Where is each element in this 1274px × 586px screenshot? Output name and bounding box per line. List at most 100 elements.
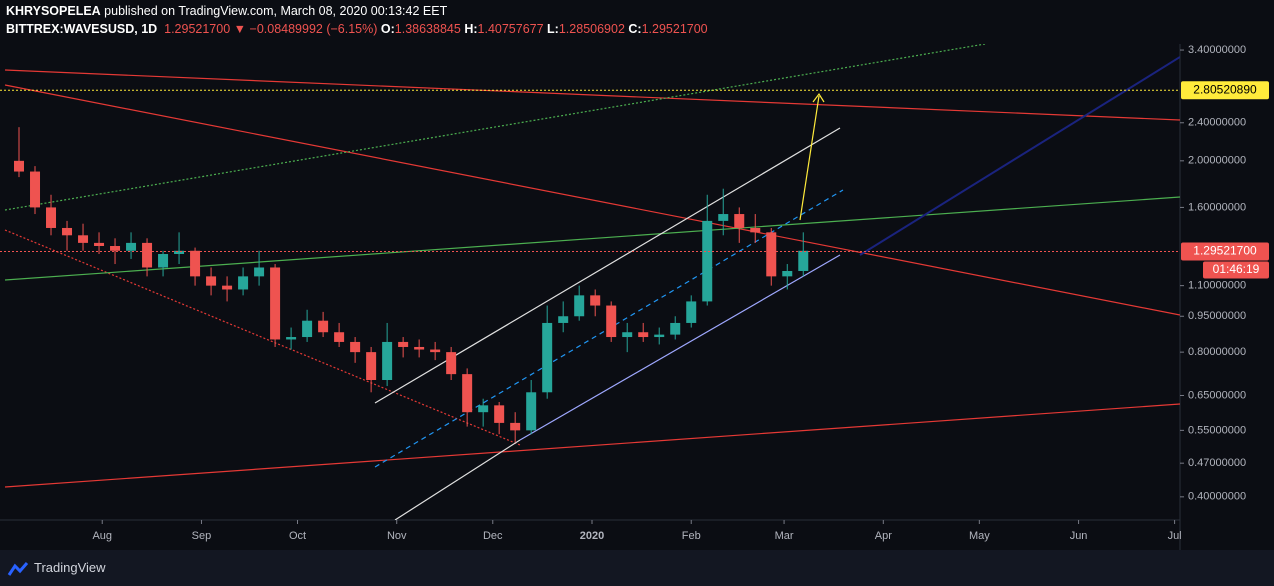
x-tick-label: Jun	[1070, 530, 1088, 542]
trendline	[4, 403, 1180, 488]
published: published on TradingView.com, March 08, …	[100, 4, 448, 18]
ohlc-label: L:	[547, 22, 559, 36]
ohlc-value: 1.38638845	[394, 22, 461, 36]
candle-body	[718, 214, 729, 221]
candle-body	[494, 405, 505, 423]
y-tick-label: 0.47000000	[1188, 457, 1246, 469]
candle-body	[222, 285, 233, 290]
countdown-box	[1203, 261, 1269, 279]
channel-lower	[519, 254, 841, 441]
x-tick-label: Mar	[775, 530, 794, 542]
candle-body	[382, 341, 393, 381]
candle-body	[510, 422, 521, 431]
y-tick-label: 0.80000000	[1188, 346, 1246, 358]
candle-body	[46, 207, 57, 228]
chart: 3.40000000 2.40000000 2.00000000 1.60000000…	[0, 44, 1269, 550]
last-price: 1.29521700	[164, 22, 231, 36]
arrow-head	[812, 92, 825, 103]
trendline	[4, 44, 986, 211]
candle-body	[286, 337, 297, 340]
candle-body	[190, 250, 201, 277]
candle-body	[542, 322, 553, 393]
logo	[7, 562, 29, 576]
countdown: 01:46:19	[1213, 262, 1260, 276]
trendline	[4, 196, 1180, 281]
price-label-box	[1181, 242, 1269, 261]
candle-body	[206, 276, 217, 286]
x-tick-label: Oct	[289, 530, 306, 542]
candle-body	[654, 334, 665, 338]
ohlc-label: O:	[380, 22, 395, 36]
candle-body	[670, 322, 681, 335]
change: −0.08489992 (−6.15%)	[249, 22, 378, 36]
candle-body	[798, 250, 809, 271]
candle-body	[638, 332, 649, 338]
price-label-box	[1181, 81, 1269, 100]
candle-body	[126, 242, 137, 251]
candle-body	[462, 374, 473, 413]
candle-body	[14, 160, 25, 172]
symbol: BITTREX:WAVESUSD, 1D	[6, 22, 158, 36]
candle-body	[622, 332, 633, 338]
candle-body	[142, 242, 153, 268]
channel-lower	[394, 439, 521, 520]
candle-body	[174, 250, 185, 255]
candle-body	[238, 276, 249, 290]
y-tick-label: 1.60000000	[1188, 201, 1246, 213]
y-tick-label: 2.00000000	[1188, 155, 1246, 167]
y-tick-label: 1.10000000	[1188, 280, 1246, 292]
candle-body	[110, 246, 121, 251]
candle-body	[414, 346, 425, 350]
x-tick-label: Jul	[1168, 530, 1182, 542]
candle-body	[78, 235, 89, 243]
candle-body	[606, 305, 617, 338]
arrow	[799, 95, 820, 221]
candle-body	[270, 267, 281, 340]
y-tick-label: 0.95000000	[1188, 310, 1246, 322]
candle-body	[734, 214, 745, 228]
candle-body	[574, 295, 585, 317]
candle-body	[318, 320, 329, 333]
candles	[14, 127, 809, 443]
y-tick-label: 0.40000000	[1188, 491, 1246, 503]
header-line: KHRYSOPELEA published on TradingView.com…	[6, 4, 447, 18]
trendline	[859, 56, 1180, 256]
candle-body	[158, 254, 169, 268]
candle-body	[590, 295, 601, 306]
candle-body	[526, 392, 537, 431]
footer: TradingView	[0, 550, 1274, 586]
ohlc-value: 1.40757677	[477, 22, 544, 36]
brand: TradingView	[34, 560, 106, 575]
drawings	[4, 44, 1180, 520]
x-tick-label: Apr	[875, 530, 892, 542]
ohlc-label: H:	[464, 22, 478, 36]
candle-body	[254, 267, 265, 277]
candle-body	[430, 349, 441, 353]
symbol-line: BITTREX:WAVESUSD, 1D 1.29521700 ▼ −0.084…	[6, 22, 711, 36]
author: KHRYSOPELEA	[6, 4, 101, 18]
change-arrow: ▼	[233, 22, 247, 36]
candle-body	[302, 320, 313, 338]
candle-body	[446, 352, 457, 375]
x-tick-label: Feb	[682, 530, 701, 542]
candle-body	[62, 227, 73, 236]
ohlc-label: C:	[628, 22, 642, 36]
candle-body	[478, 405, 489, 413]
candle-body	[750, 227, 761, 233]
x-tick-label: Sep	[192, 530, 212, 542]
ohlc-value: 1.28506902	[558, 22, 625, 36]
candle-body	[94, 242, 105, 247]
ohlc: O:1.38638845 H:1.40757677 L:1.28506902 C…	[381, 22, 711, 36]
candle-body	[398, 341, 409, 347]
candle-body	[766, 232, 777, 277]
x-tick-label: Aug	[92, 530, 112, 542]
trendline	[4, 84, 1180, 316]
ohlc-value: 1.29521700	[641, 22, 708, 36]
candle-body	[350, 341, 361, 353]
price-label: 1.29521700	[1193, 244, 1257, 258]
candle-body	[366, 352, 377, 381]
x-tick-label: Dec	[483, 530, 503, 542]
candle-body	[782, 270, 793, 277]
trendline	[4, 229, 521, 446]
